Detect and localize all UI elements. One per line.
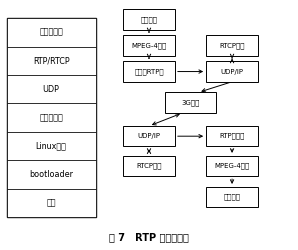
Text: 视频数据: 视频数据 <box>140 16 158 23</box>
Bar <box>206 126 258 146</box>
Bar <box>7 132 96 160</box>
Bar <box>123 35 175 56</box>
Text: RTP/RTCP: RTP/RTCP <box>33 56 69 65</box>
Bar <box>7 188 96 217</box>
Bar <box>206 35 258 56</box>
Text: RTCP控制: RTCP控制 <box>219 42 245 49</box>
Bar <box>7 18 96 217</box>
Bar <box>7 160 96 188</box>
Text: MPEG-4编码: MPEG-4编码 <box>131 42 167 49</box>
Bar <box>206 187 258 207</box>
Text: 硬件: 硬件 <box>46 198 56 207</box>
Text: RTCP控制: RTCP控制 <box>136 163 162 169</box>
Text: UDP/IP: UDP/IP <box>137 133 161 139</box>
Text: 接收终端: 接收终端 <box>224 194 240 200</box>
Text: 应用程序层: 应用程序层 <box>39 28 63 37</box>
Bar <box>7 103 96 132</box>
Text: 封装为RTP包: 封装为RTP包 <box>134 68 164 75</box>
Text: 图 7   RTP 处理流程图: 图 7 RTP 处理流程图 <box>109 232 189 242</box>
Bar <box>7 75 96 103</box>
Text: 网络驱动层: 网络驱动层 <box>39 113 63 122</box>
Bar <box>7 18 96 46</box>
Text: UDP/IP: UDP/IP <box>221 68 243 74</box>
Bar <box>7 46 96 75</box>
Text: RTP解封包: RTP解封包 <box>219 133 245 140</box>
Bar <box>206 156 258 176</box>
Bar <box>123 126 175 146</box>
Bar <box>123 61 175 82</box>
Bar <box>123 9 175 29</box>
Text: bootloader: bootloader <box>29 170 73 179</box>
Bar <box>164 92 216 113</box>
Bar <box>123 156 175 176</box>
Text: Linux内核: Linux内核 <box>36 142 66 150</box>
Text: MPEG-4解码: MPEG-4解码 <box>215 163 250 169</box>
Bar <box>206 61 258 82</box>
Text: UDP: UDP <box>43 85 60 94</box>
Text: 3G网络: 3G网络 <box>181 99 200 106</box>
